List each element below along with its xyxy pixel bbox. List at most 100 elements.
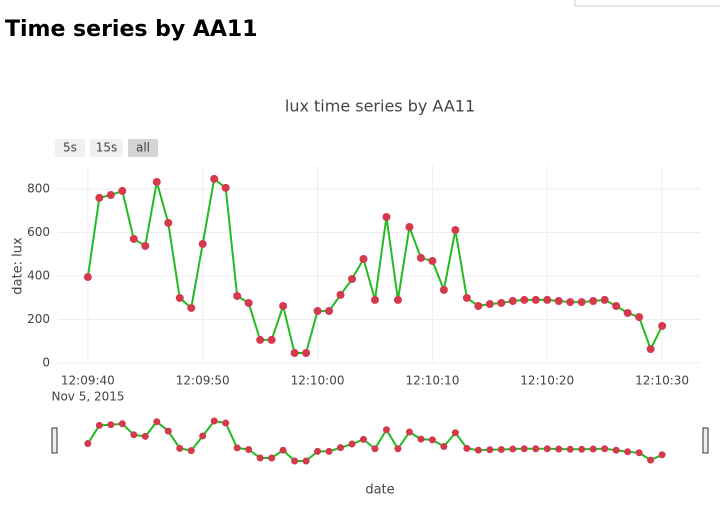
point — [118, 186, 127, 195]
slider-point — [555, 445, 563, 453]
range-button[interactable] — [90, 139, 123, 157]
slider-point — [543, 445, 551, 453]
slider-point — [440, 443, 448, 450]
point — [256, 335, 265, 344]
slider-point — [118, 420, 126, 428]
slider-point — [337, 444, 345, 452]
point — [520, 295, 529, 304]
slider-handle-right[interactable] — [702, 427, 709, 454]
point — [543, 295, 552, 304]
slider-point — [359, 435, 367, 443]
slider-point — [566, 445, 574, 453]
x-date-label: Nov 5, 2015 — [51, 390, 124, 404]
point — [233, 291, 242, 300]
y-tick-label: 200 — [27, 312, 50, 326]
point — [416, 253, 425, 262]
point — [600, 295, 609, 304]
x-tick-label: 12:10:30 — [635, 374, 689, 388]
point — [267, 335, 276, 344]
point — [485, 300, 494, 309]
slider-point — [199, 432, 207, 440]
y-tick-label: 0 — [42, 356, 50, 370]
page-title: Time series by AA11 — [5, 17, 258, 42]
point — [129, 234, 138, 243]
x-tick-label: 12:10:00 — [291, 374, 345, 388]
slider-point — [451, 429, 459, 437]
point — [141, 241, 150, 250]
slider-point — [141, 432, 149, 440]
slider-point — [130, 431, 138, 439]
point — [508, 296, 517, 305]
point — [290, 348, 299, 357]
point — [302, 348, 311, 357]
point — [279, 301, 288, 310]
point — [164, 218, 173, 227]
point — [359, 254, 368, 263]
slider-point — [291, 457, 299, 465]
point — [198, 239, 207, 248]
point — [393, 295, 402, 304]
range-button-label[interactable]: 5s — [63, 141, 77, 155]
chart-title: lux time series by AA11 — [285, 97, 475, 116]
slider-point — [486, 446, 494, 454]
point — [95, 193, 104, 202]
point — [210, 174, 219, 183]
slider-point — [153, 418, 161, 426]
slider-point — [624, 448, 632, 456]
point — [405, 223, 414, 232]
slider-point — [509, 445, 517, 453]
slider-point — [348, 440, 356, 448]
slider-point — [405, 428, 413, 436]
slider-point — [256, 454, 264, 462]
point — [106, 191, 115, 200]
slider-point — [394, 445, 402, 453]
series-line — [86, 177, 663, 354]
x-tick-label: 12:10:20 — [520, 374, 574, 388]
x-axis-label: date — [365, 483, 394, 498]
slider-handle-left[interactable] — [51, 427, 58, 454]
slider-point — [532, 445, 540, 453]
slider-point — [268, 454, 276, 462]
slider-point — [589, 445, 597, 453]
x-tick-label: 12:10:10 — [405, 374, 459, 388]
x-tick-label: 12:09:40 — [61, 374, 115, 388]
slider-point — [95, 421, 103, 429]
y-axis-label: date: lux — [11, 237, 26, 295]
point — [635, 313, 644, 322]
point — [244, 298, 253, 307]
slider-point — [245, 446, 253, 453]
range-button[interactable] — [128, 139, 158, 157]
slider-point — [187, 447, 195, 455]
point — [531, 295, 540, 304]
slider-point — [176, 444, 184, 452]
point — [382, 213, 391, 222]
point — [451, 226, 460, 235]
slider-point — [382, 426, 390, 434]
range-button-label[interactable]: 15s — [96, 141, 118, 155]
point — [646, 345, 655, 354]
slider-point — [302, 457, 310, 465]
slider-point — [233, 444, 241, 452]
range-button[interactable] — [55, 139, 85, 157]
slider-point — [164, 427, 172, 435]
point — [497, 298, 506, 307]
slider-point — [107, 421, 115, 429]
point — [348, 275, 357, 284]
slider-point — [635, 449, 643, 457]
point — [83, 273, 92, 282]
slider-point — [222, 419, 230, 427]
point — [152, 177, 161, 186]
slider-point — [279, 446, 287, 454]
point — [187, 303, 196, 312]
point — [221, 183, 230, 192]
range-button-label[interactable]: all — [136, 141, 150, 155]
point — [566, 298, 575, 307]
popup-edge — [574, 0, 720, 7]
slider-point — [497, 446, 505, 453]
slider-point — [601, 445, 609, 453]
point — [325, 306, 334, 315]
slider-point — [84, 440, 92, 448]
slider-point — [371, 445, 379, 453]
